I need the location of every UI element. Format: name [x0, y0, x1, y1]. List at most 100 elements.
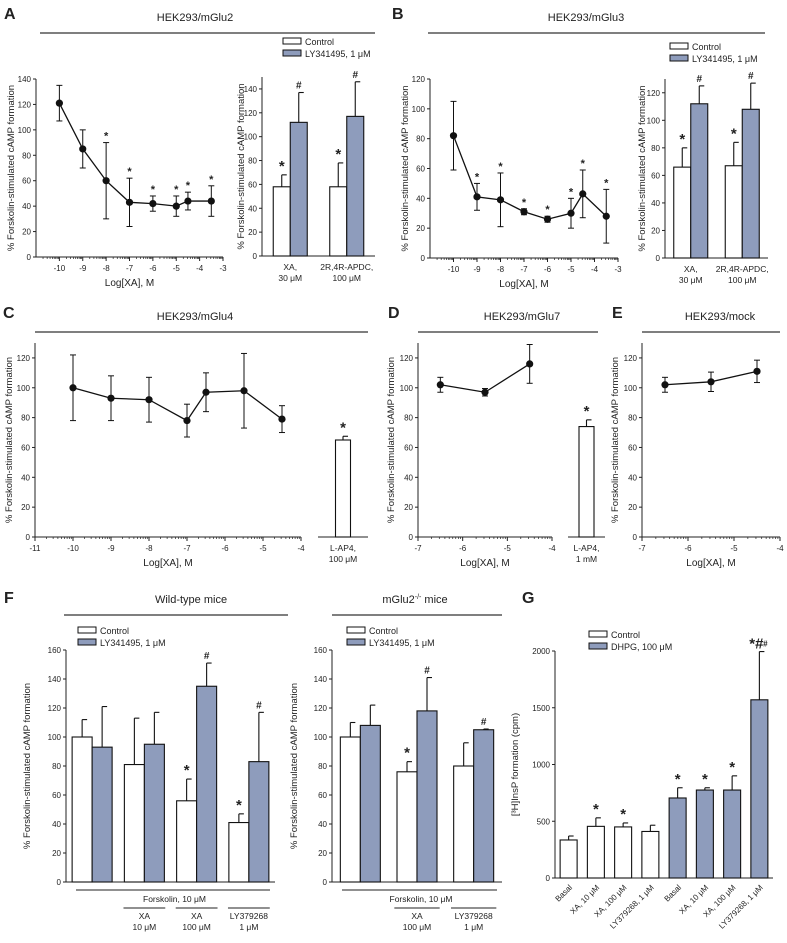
x-axis-label: Log[XA], M: [460, 558, 509, 569]
panel-title: HEK293/mock: [685, 311, 756, 323]
x-tick-label: -6: [459, 544, 467, 553]
significance-mark: *#: [749, 636, 764, 653]
data-point: [526, 360, 534, 368]
data-point: [436, 381, 444, 389]
legend-label: Control: [305, 37, 334, 47]
y-tick-label: 1500: [532, 704, 550, 713]
panel-label: G: [522, 590, 534, 607]
bar: [614, 826, 633, 879]
y-tick-label: 100: [647, 116, 661, 125]
y-tick-label: 40: [52, 820, 61, 829]
y-tick-label: 2000: [532, 647, 550, 656]
category-label: Basal: [554, 883, 575, 904]
data-point: [496, 196, 505, 204]
x-tick-label: -8: [103, 264, 111, 273]
y-axis-label: % Forskolin-stimulated cAMP formation: [637, 85, 648, 251]
y-tick-label: 100: [624, 384, 638, 393]
chart-g-bar: 0 500 1000 1500 2000 [³H]InsP formation (cpm)…: [510, 630, 773, 931]
panel-c: C HEK293/mGlu4: [3, 305, 368, 333]
significance-mark: *: [279, 158, 285, 175]
significance-mark: #: [204, 651, 210, 662]
x-axis-label: Log[XA], M: [686, 558, 735, 569]
x-tick-label: -7: [126, 264, 134, 273]
panel-label: F: [4, 590, 14, 607]
category-label: 30 μM: [278, 273, 302, 283]
baseline-label: Forskolin, 10 μM: [390, 894, 453, 904]
legend-swatch: [77, 638, 97, 646]
y-tick-label: 140: [244, 85, 258, 94]
y-tick-label: 0: [253, 252, 258, 261]
x-tick-label: -4: [548, 544, 556, 553]
legend-label: DHPG, 100 μM: [611, 642, 672, 652]
data-point: [240, 387, 248, 395]
y-tick-label: 120: [400, 354, 414, 363]
x-tick-label: -8: [145, 544, 153, 553]
significance-mark: #: [256, 700, 262, 711]
data-point: [449, 132, 458, 140]
data-point: [278, 415, 286, 423]
panel-title: HEK293/mGlu3: [548, 12, 624, 24]
category-label: 10 μM: [132, 922, 156, 932]
data-point: [107, 394, 115, 402]
bar: [289, 121, 308, 257]
data-point: [707, 378, 715, 386]
y-axis-label: % Forskolin-stimulated cAMP formation: [400, 85, 411, 251]
panel-label: B: [392, 6, 404, 23]
data-point: [602, 212, 610, 220]
panel-label: C: [3, 305, 15, 322]
x-tick-label: -5: [173, 264, 181, 273]
bar: [641, 830, 660, 879]
bar: [339, 736, 361, 883]
x-tick-label: -3: [614, 265, 622, 274]
significance-mark: *: [584, 403, 590, 420]
y-tick-label: 40: [628, 473, 637, 482]
y-tick-label: 0: [26, 533, 31, 542]
legend-swatch: [346, 638, 366, 646]
legend: Control LY341495, 1 μM: [669, 42, 758, 64]
y-axis-label: % Forskolin-stimulated cAMP formation: [236, 83, 247, 249]
bar: [559, 839, 578, 879]
category-label: 1 μM: [464, 922, 483, 932]
category-label: L-AP4,: [330, 543, 356, 553]
legend-label: Control: [369, 626, 398, 636]
panel-g: G: [522, 590, 534, 607]
legend-label: Control: [100, 626, 129, 636]
x-tick-label: -6: [684, 544, 692, 553]
panel-label: D: [388, 305, 400, 322]
y-tick-label: 0: [57, 878, 62, 887]
data-point: [567, 209, 575, 217]
data-point: [125, 198, 134, 206]
significance-mark: *: [186, 180, 191, 192]
legend-label: Control: [611, 630, 640, 640]
x-tick-label: -10: [448, 265, 460, 274]
y-tick-label: 120: [412, 75, 426, 84]
significance-mark: *: [620, 806, 626, 823]
x-tick-label: -11: [30, 544, 42, 553]
x-tick-label: -7: [414, 544, 422, 553]
bar: [334, 439, 352, 538]
chart-d-bar: * L-AP4,1 mM: [568, 403, 605, 564]
significance-mark: *: [702, 771, 708, 788]
significance-mark: *: [729, 759, 735, 776]
category-label: XA: [139, 911, 151, 921]
y-tick-label: 20: [416, 224, 425, 233]
significance-mark: *: [475, 171, 480, 183]
y-tick-label: 60: [52, 791, 61, 800]
category-label: 2R,4R-APDC,: [320, 262, 373, 272]
chart-e-line: 0 20 40 60 80 100 120% Forskolin-stimulated cA…: [610, 343, 784, 569]
y-tick-label: 100: [244, 133, 258, 142]
y-tick-label: 20: [52, 849, 61, 858]
legend-swatch: [346, 626, 366, 634]
data-point: [69, 384, 77, 392]
y-tick-label: 40: [248, 204, 257, 213]
bar: [329, 186, 348, 257]
y-tick-label: 60: [404, 443, 413, 452]
bar: [143, 743, 165, 883]
y-axis-label: % Forskolin-stimulated cAMP formation: [22, 683, 33, 849]
panel-label: E: [612, 305, 623, 322]
category-label: 30 μM: [679, 275, 703, 285]
panel-d: D HEK293/mGlu7: [388, 305, 598, 333]
y-tick-label: 120: [48, 704, 62, 713]
category-label: 1 mM: [576, 554, 597, 564]
